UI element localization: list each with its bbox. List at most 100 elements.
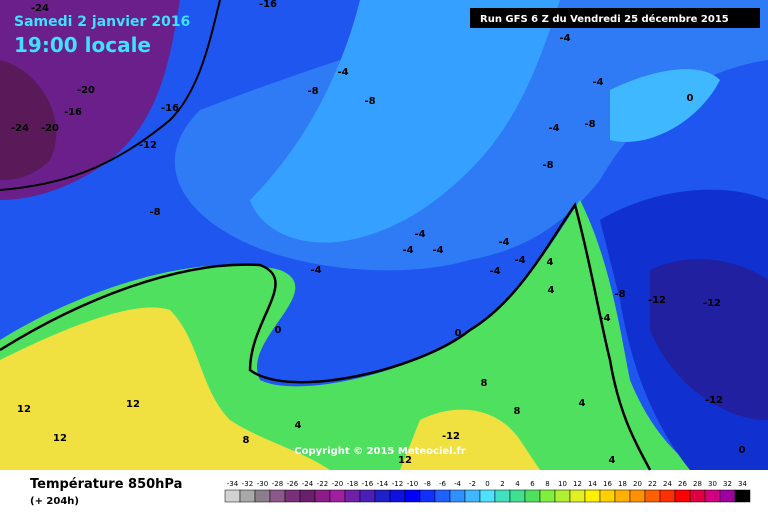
legend-label: 24 <box>663 480 672 488</box>
legend-label: -18 <box>347 480 358 488</box>
contour-label: -16 <box>259 0 277 10</box>
legend-swatch <box>359 489 376 503</box>
contour-label: 4 <box>547 257 554 268</box>
cold-core <box>0 60 57 180</box>
contour-label: -4 <box>414 229 425 240</box>
legend-swatch <box>299 489 316 503</box>
contour-label: -4 <box>310 265 321 276</box>
footer-title: Température 850hPa <box>30 477 182 492</box>
contour-label: 4 <box>548 285 555 296</box>
contour-label: -16 <box>64 107 82 118</box>
run-box <box>470 8 760 28</box>
legend-label: 10 <box>558 480 567 488</box>
contour-label: -4 <box>559 33 570 44</box>
legend-label: -4 <box>454 480 462 488</box>
legend-swatch <box>569 489 586 503</box>
legend-swatch <box>644 489 661 503</box>
legend-label: -30 <box>257 480 268 488</box>
legend-label: 8 <box>545 480 549 488</box>
legend-label: 6 <box>530 480 535 488</box>
legend: -34 -32 -30 -28 -26 -24 -22 -20 -18 -16 -14 -12 -10-… <box>224 480 751 503</box>
contour-label: 4 <box>609 455 616 466</box>
legend-swatch <box>314 489 331 503</box>
legend-label: 2 <box>500 480 504 488</box>
contour-label: -4 <box>514 255 525 266</box>
contour-label: -4 <box>432 245 443 256</box>
sea-zone <box>610 69 720 142</box>
contour-label: -4 <box>592 77 603 88</box>
contour-label: -4 <box>498 237 509 248</box>
legend-swatch <box>419 489 436 503</box>
legend-swatch <box>464 489 481 503</box>
contour-label: 0 <box>739 445 746 456</box>
legend-label: 18 <box>618 480 627 488</box>
contour-label: -8 <box>584 119 595 130</box>
contour-label: 4 <box>579 398 586 409</box>
legend-swatch <box>389 489 406 503</box>
contour-label: -4 <box>489 266 500 277</box>
legend-swatch <box>239 489 256 503</box>
contour-label: 0 <box>275 325 282 336</box>
legend-swatch <box>689 489 706 503</box>
contour-label: -12 <box>705 395 723 406</box>
contour-label: -24 <box>11 123 29 134</box>
copyright: Copyright © 2015 Meteociel.fr <box>294 446 465 457</box>
contour-label: 0 <box>687 93 694 104</box>
contour-label: -16 <box>161 103 179 114</box>
legend-label: -6 <box>439 480 447 488</box>
footer-lead: (+ 204h) <box>30 496 79 507</box>
legend-label: 28 <box>693 480 702 488</box>
legend-swatch <box>374 489 391 503</box>
legend-label: -2 <box>469 480 476 488</box>
legend-label: -12 <box>392 480 403 488</box>
legend-swatch <box>224 489 241 503</box>
legend-label: 34 <box>738 480 747 488</box>
isotherm <box>0 0 221 191</box>
legend-swatch <box>659 489 676 503</box>
legend-label: -10 <box>407 480 418 488</box>
contour-label: -4 <box>599 313 610 324</box>
legend-swatch <box>254 489 271 503</box>
warm-zone <box>400 409 540 470</box>
legend-label: -28 <box>272 480 283 488</box>
forecast-date: Samedi 2 janvier 2016 <box>14 14 190 30</box>
legend-swatch <box>674 489 691 503</box>
legend-label: -32 <box>242 480 253 488</box>
cold-core-east <box>650 259 768 420</box>
contour-label: 8 <box>481 378 488 389</box>
legend-swatch <box>584 489 601 503</box>
contour-label: -24 <box>31 3 49 14</box>
contour-label: -8 <box>542 160 553 171</box>
contour-label: -4 <box>548 123 559 134</box>
contour-label: -8 <box>614 289 625 300</box>
legend-swatch <box>404 489 421 503</box>
legend-swatch <box>734 489 751 503</box>
legend-label: 30 <box>708 480 717 488</box>
contour-label: -8 <box>307 86 318 97</box>
legend-label: -22 <box>317 480 328 488</box>
legend-swatch <box>269 489 286 503</box>
contour-label: 8 <box>243 435 250 446</box>
contour-label: 12 <box>398 455 412 466</box>
contour-label: 4 <box>295 420 302 431</box>
contour-label: -4 <box>402 245 413 256</box>
legend-label: 4 <box>515 480 520 488</box>
legend-label: -20 <box>332 480 343 488</box>
legend-label: 16 <box>603 480 612 488</box>
legend-swatch <box>539 489 556 503</box>
warm-zone <box>0 307 330 470</box>
zero-isotherm <box>0 202 652 471</box>
legend-label: 26 <box>678 480 687 488</box>
legend-label: 14 <box>588 480 597 488</box>
legend-swatch <box>629 489 646 503</box>
legend-swatch <box>614 489 631 503</box>
legend-swatch <box>494 489 511 503</box>
legend-label: -24 <box>302 480 314 488</box>
legend-label: 0 <box>485 480 489 488</box>
legend-label: -16 <box>362 480 374 488</box>
map <box>0 0 768 471</box>
legend-label: -14 <box>377 480 389 488</box>
run-info: Run GFS 6 Z du Vendredi 25 décembre 2015 <box>480 13 729 25</box>
contour-label: -12 <box>648 295 666 306</box>
